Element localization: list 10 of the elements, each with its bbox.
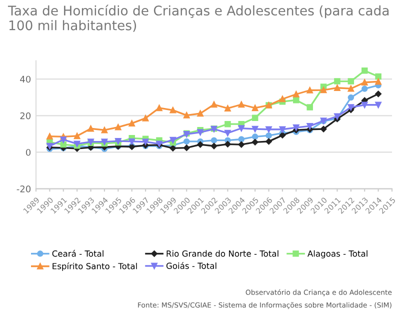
legend-label: Alagoas - Total xyxy=(307,250,368,258)
legend-label: Rio Grande do Norte - Total xyxy=(166,250,278,257)
y-tick-label: 20 xyxy=(20,112,31,120)
legend-label: Ceará - Total xyxy=(52,250,104,257)
y-tick-label: 40 xyxy=(20,76,31,83)
chart-title: Taxa de Homicídio de Crianças e Adolescentes (para cada 100 mil habitantes) xyxy=(8,4,389,32)
legend-label: Goiás - Total xyxy=(166,262,216,269)
y-tick-label: -20 xyxy=(16,186,31,192)
y-tick-label: 0 xyxy=(26,148,31,156)
legend-label: Espírito Santo - Total xyxy=(52,262,137,271)
